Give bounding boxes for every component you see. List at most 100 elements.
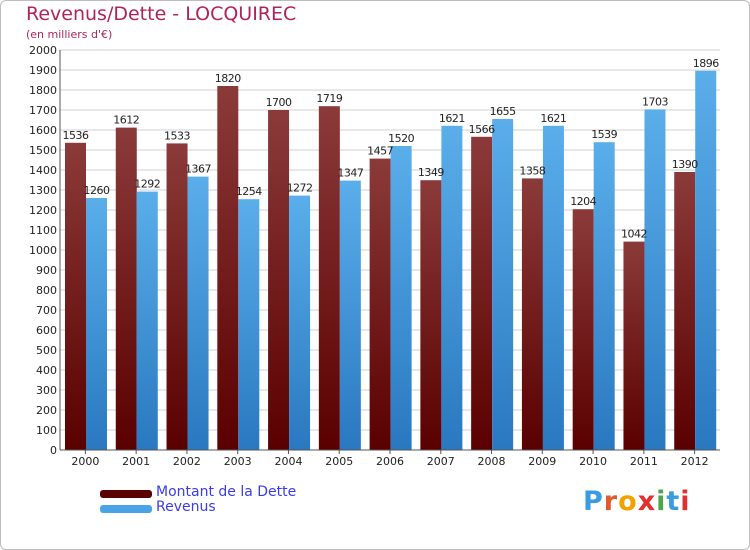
- data-label-debt: 1358: [519, 164, 545, 177]
- data-label-revenus: 1621: [540, 112, 566, 125]
- bar-debt: [623, 241, 645, 450]
- y-tick-label: 800: [36, 284, 57, 297]
- y-tick-label: 500: [36, 344, 57, 357]
- x-tick-label: 2010: [579, 455, 607, 468]
- y-tick-label: 1800: [29, 84, 57, 97]
- proxiti-logo: Proxiti: [583, 486, 691, 517]
- bar-debt: [115, 127, 137, 450]
- bar-revenus: [187, 176, 209, 450]
- logo-letter: t: [666, 486, 681, 517]
- y-tick-label: 600: [36, 324, 57, 337]
- y-tick-label: 400: [36, 364, 57, 377]
- x-tick-label: 2000: [71, 455, 99, 468]
- y-tick-label: 200: [36, 404, 57, 417]
- data-label-revenus: 1292: [134, 178, 160, 191]
- bar-debt: [521, 178, 543, 450]
- x-tick-label: 2003: [224, 455, 252, 468]
- logo-letter: i: [656, 486, 667, 517]
- y-tick-label: 0: [50, 444, 57, 457]
- y-tick-label: 1600: [29, 124, 57, 137]
- data-label-debt: 1349: [418, 166, 444, 179]
- y-tick-label: 1500: [29, 144, 57, 157]
- y-tick-label: 100: [36, 424, 57, 437]
- y-tick-label: 1400: [29, 164, 57, 177]
- data-label-revenus: 1655: [490, 105, 516, 118]
- y-tick-label: 1300: [29, 184, 57, 197]
- chart-title: Revenus/Dette - LOCQUIREC: [26, 3, 297, 25]
- bar-debt: [65, 142, 86, 451]
- bars-layer: [65, 70, 717, 451]
- bar-debt: [420, 180, 442, 450]
- data-label-debt: 1820: [215, 72, 241, 85]
- axis-layer: 0 100 200 300 400 500 600 700 800 900 1000 1100 1200…: [29, 44, 720, 468]
- y-tick-label: 300: [36, 384, 57, 397]
- bar-revenus: [86, 198, 107, 450]
- legend-label-revenus: Revenus: [156, 499, 216, 515]
- bar-revenus: [136, 191, 158, 450]
- labels-layer: 1536 1260 1612 1292 1533 1367 1820 1254 1700 1272…: [63, 57, 720, 241]
- data-label-debt: 1612: [113, 114, 139, 127]
- data-label-revenus: 1539: [591, 128, 617, 141]
- x-tick-label: 2002: [173, 455, 201, 468]
- y-tick-label: 1700: [29, 104, 57, 117]
- data-label-revenus: 1520: [388, 132, 414, 145]
- y-tick-label: 2000: [29, 44, 57, 57]
- bar-revenus: [542, 125, 564, 451]
- data-label-debt: 1719: [316, 92, 342, 105]
- bar-revenus: [593, 142, 615, 450]
- logo-letter: r: [603, 486, 619, 517]
- bar-debt: [217, 86, 239, 450]
- y-tick-label: 1100: [29, 224, 57, 237]
- data-label-debt: 1533: [164, 129, 190, 142]
- logo-letter: x: [637, 486, 657, 517]
- x-tick-label: 2004: [274, 455, 302, 468]
- bar-revenus: [644, 109, 666, 451]
- bar-debt: [471, 136, 493, 451]
- bar-debt: [572, 209, 594, 450]
- data-label-revenus: 1347: [337, 167, 363, 180]
- legend-swatch-debt: [100, 490, 152, 498]
- data-label-revenus: 1260: [84, 184, 110, 197]
- bar-debt: [369, 158, 391, 450]
- x-tick-label: 2001: [122, 455, 150, 468]
- data-label-revenus: 1703: [642, 95, 668, 108]
- data-label-revenus: 1367: [185, 163, 211, 176]
- y-tick-label: 1200: [29, 204, 57, 217]
- y-tick-label: 900: [36, 264, 57, 277]
- data-label-debt: 1566: [469, 123, 495, 136]
- data-label-revenus: 1896: [693, 57, 719, 70]
- data-label-debt: 1700: [266, 96, 292, 109]
- bar-revenus: [238, 199, 260, 450]
- bar-debt: [674, 172, 696, 450]
- data-label-debt: 1204: [570, 195, 596, 208]
- bar-revenus: [695, 70, 717, 451]
- x-tick-label: 2008: [478, 455, 506, 468]
- legend-label-debt: Montant de la Dette: [156, 484, 297, 500]
- x-tick-label: 2011: [630, 455, 658, 468]
- logo-letter: P: [583, 486, 604, 517]
- data-label-revenus: 1621: [439, 112, 465, 125]
- x-tick-label: 2005: [325, 455, 353, 468]
- data-label-debt: 1042: [621, 228, 647, 241]
- bar-debt: [166, 143, 188, 450]
- bar-debt: [318, 106, 340, 450]
- bar-revenus: [492, 119, 514, 450]
- data-label-debt: 1457: [367, 145, 393, 158]
- y-tick-label: 1900: [29, 64, 57, 77]
- bar-revenus: [441, 125, 463, 451]
- x-tick-label: 2007: [427, 455, 455, 468]
- legend-swatch-revenus: [100, 505, 152, 513]
- bar-revenus: [339, 180, 361, 450]
- data-label-debt: 1390: [672, 158, 698, 171]
- bar-debt: [268, 110, 290, 450]
- x-tick-label: 2012: [681, 455, 709, 468]
- chart-subtitle: (en milliers d'€): [26, 28, 113, 41]
- bar-revenus: [289, 195, 311, 450]
- x-tick-label: 2009: [528, 455, 556, 468]
- data-label-debt: 1536: [63, 129, 89, 142]
- data-label-revenus: 1272: [287, 182, 313, 195]
- data-label-revenus: 1254: [236, 185, 262, 198]
- y-tick-label: 700: [36, 304, 57, 317]
- y-tick-label: 1000: [29, 244, 57, 257]
